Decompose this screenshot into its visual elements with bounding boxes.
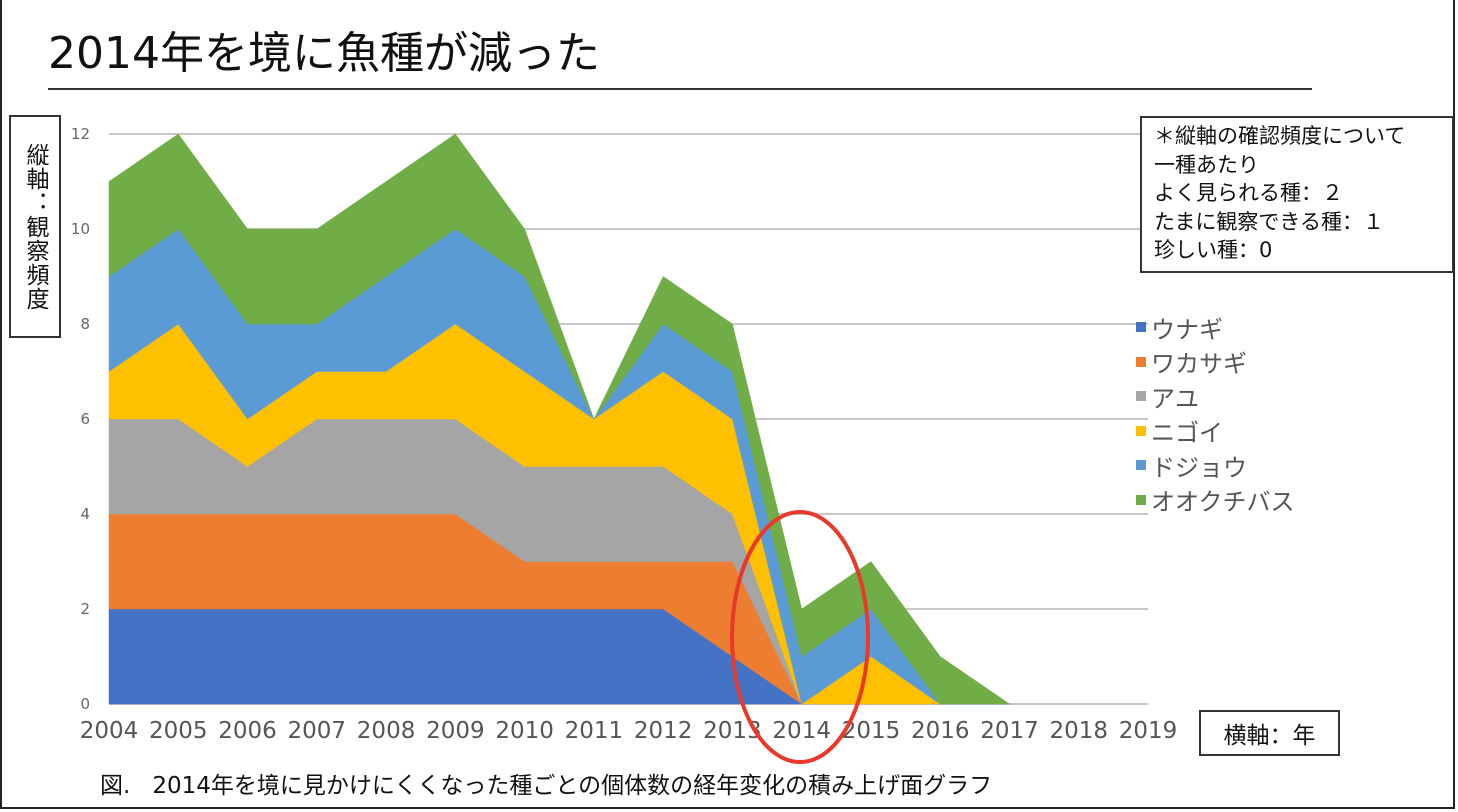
legend-swatch <box>1136 425 1146 436</box>
area-series <box>108 133 1011 705</box>
legend-label: アユ <box>1151 384 1199 413</box>
note-line: たまに観察できる種：１ <box>1154 209 1384 234</box>
x-axis-label: 横軸：年 <box>1223 723 1316 749</box>
x-axis-label-box: 横軸：年 <box>1199 710 1340 756</box>
y-axis-label: 縦軸：観察頻度 <box>22 142 48 311</box>
caption-text: 2014年を境に見かけにくくなった種ごとの個体数の経年変化の積み上げ面グラフ <box>152 773 993 799</box>
title-underline <box>48 88 1312 90</box>
legend-swatch <box>1136 460 1146 471</box>
x-tick-label: 2019 <box>1119 718 1178 744</box>
x-tick-label: 2005 <box>149 718 208 744</box>
legend-label: ドジョウ <box>1151 453 1247 482</box>
note-line: ＊縦軸の確認頻度について <box>1154 124 1406 148</box>
legend-swatch <box>1136 391 1146 402</box>
legend-item: ワカサギ <box>1136 345 1295 380</box>
x-tick-label: 2017 <box>980 718 1039 744</box>
annotation-ellipse <box>730 510 870 764</box>
legend-swatch <box>1136 356 1146 367</box>
y-tick-label: 6 <box>80 410 90 428</box>
x-tick-label: 2010 <box>495 718 554 744</box>
x-tick-label: 2016 <box>911 718 970 744</box>
note-line: よく見られる種：２ <box>1154 181 1343 205</box>
y-tick-label: 10 <box>71 220 90 238</box>
y-tick-label: 8 <box>80 315 90 333</box>
legend-label: ワカサギ <box>1151 350 1247 379</box>
legend-item: アユ <box>1136 379 1295 414</box>
y-tick-label: 0 <box>80 695 90 713</box>
x-tick-label: 2012 <box>634 718 693 744</box>
figure-caption: 図. 2014年を境に見かけにくくなった種ごとの個体数の経年変化の積み上げ面グラフ <box>100 766 992 800</box>
legend-item: ウナギ <box>1136 310 1295 345</box>
note-box: ＊縦軸の確認頻度について 一種あたり よく見られる種：２ たまに観察できる種：１… <box>1140 116 1454 273</box>
legend-item: オオクチバス <box>1136 483 1295 518</box>
x-tick-label: 2008 <box>357 718 416 744</box>
legend-label: オオクチバス <box>1151 488 1295 517</box>
x-tick-label: 2007 <box>288 718 347 744</box>
y-tick-label: 12 <box>71 125 90 143</box>
legend-swatch <box>1136 494 1146 505</box>
legend-label: ニゴイ <box>1151 419 1223 448</box>
legend-swatch <box>1136 322 1146 333</box>
legend-label: ウナギ <box>1151 315 1223 344</box>
x-tick-label: 2006 <box>218 718 277 744</box>
chart-legend: ウナギ ワカサギ アユ ニゴイ ドジョウ オオクチバス <box>1136 310 1295 517</box>
note-line: 珍しい種：0 <box>1154 238 1273 262</box>
note-line: 一種あたり <box>1154 152 1259 177</box>
y-axis-label-box: 縦軸：観察頻度 <box>9 115 61 338</box>
y-tick-label: 4 <box>80 505 90 523</box>
y-tick-label: 2 <box>80 600 90 618</box>
x-tick-label: 2009 <box>426 718 485 744</box>
slide-title: 2014年を境に魚種が減った <box>48 28 600 79</box>
legend-item: ドジョウ <box>1136 448 1295 483</box>
caption-prefix: 図. <box>100 773 131 799</box>
legend-item: ニゴイ <box>1136 414 1295 449</box>
x-tick-label: 2011 <box>565 718 624 744</box>
x-tick-label: 2018 <box>1050 718 1109 744</box>
x-tick-label: 2004 <box>80 718 139 744</box>
x-tick-label: 2014 <box>772 718 831 744</box>
